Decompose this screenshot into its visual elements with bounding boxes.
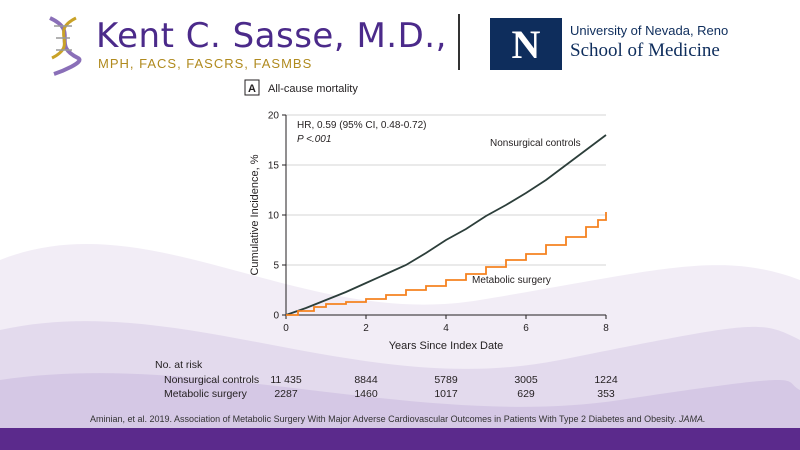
y-tick-label: 20 [268,111,280,122]
y-tick-label: 15 [268,161,280,172]
school-name: School of Medicine [570,40,720,61]
y-tick-label: 0 [273,311,279,322]
panel-label: A [248,83,256,95]
series [285,134,607,316]
university-name: University of Nevada, Reno [570,23,729,38]
risk-value: 3005 [514,374,538,386]
risk-value: 1224 [594,374,618,386]
risk-row-label-metabolic: Metabolic surgery [164,388,247,400]
unr-n-logo-icon: N [490,18,562,70]
risk-value: 2287 [274,388,298,400]
axes: 0 5 10 15 20 0 2 4 6 8 [268,111,609,335]
citation-text: Aminian, et al. 2019. Association of Met… [90,414,679,424]
citation: Aminian, et al. 2019. Association of Met… [90,414,705,424]
risk-value: 629 [517,388,535,400]
panel-label-box [244,79,260,96]
risk-value: 11 435 [270,374,302,386]
dna-helix-logo-icon [49,16,82,76]
risk-row-label-nonsurgical: Nonsurgical controls [164,374,260,386]
footer-bar [0,428,800,450]
risk-value: 353 [597,388,615,400]
y-tick-label: 10 [268,211,280,222]
x-tick-label: 0 [283,323,289,334]
chart-title: All-cause mortality [268,83,358,95]
y-tick-label: 5 [273,261,279,272]
hazard-ratio-text: HR, 0.59 (95% CI, 0.48-0.72) [297,120,427,131]
p-value-text: P <.001 [297,134,331,145]
x-tick-label: 2 [363,323,369,334]
series-line-metabolic [286,212,607,316]
risk-table-title: No. at risk [155,359,203,371]
grid [286,114,606,266]
x-tick-label: 6 [523,323,529,334]
risk-value: 1460 [354,388,378,400]
x-tick-label: 4 [443,323,449,334]
citation-journal: JAMA. [678,414,706,424]
risk-value: 1017 [434,388,458,400]
risk-value: 5789 [434,374,458,386]
doctor-credentials: MPH, FACS, FASCRS, FASMBS [98,56,313,71]
y-axis-label: Cumulative Incidence, % [249,154,261,275]
x-tick-label: 8 [603,323,609,334]
doctor-name: Kent C. Sasse, M.D., [96,16,447,56]
risk-value: 8844 [354,374,378,386]
x-axis-label: Years Since Index Date [389,340,504,352]
series-label-nonsurgical: Nonsurgical controls [490,138,581,149]
series-line-nonsurgical [285,134,607,316]
series-label-metabolic: Metabolic surgery [472,275,551,286]
header-divider [458,14,460,70]
